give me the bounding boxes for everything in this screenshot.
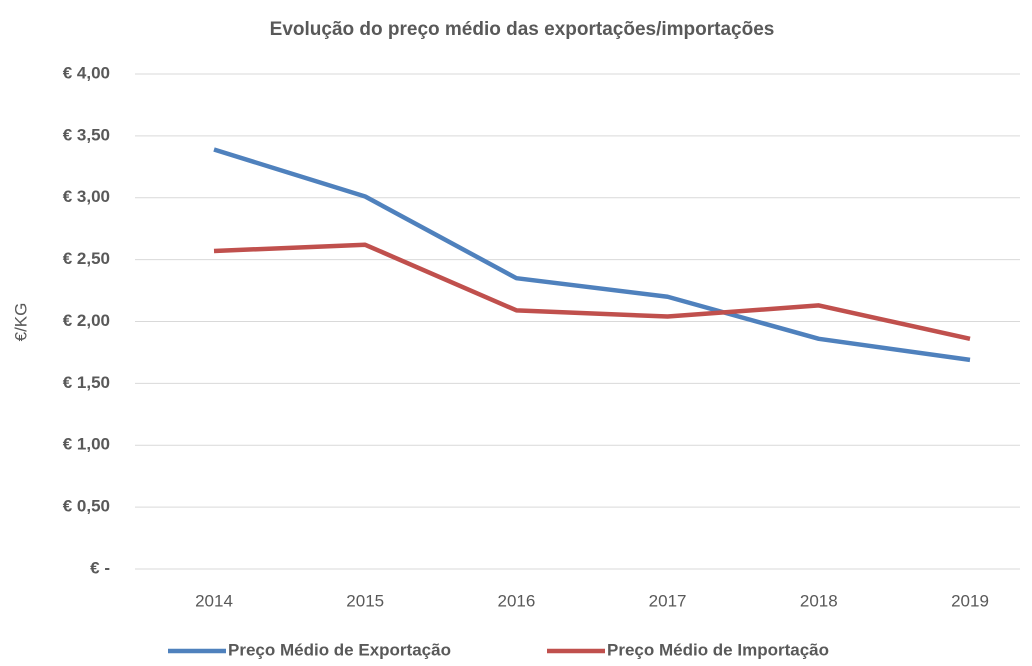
x-tick-label: 2018 (800, 591, 838, 610)
legend-label: Preço Médio de Importação (607, 640, 829, 659)
x-tick-label: 2016 (497, 591, 535, 610)
x-tick-label: 2015 (346, 591, 384, 610)
line-series (213, 242, 971, 342)
y-tick-label: € 2,50 (63, 249, 110, 268)
y-tick-label: € 2,00 (63, 311, 110, 330)
line-series (213, 147, 971, 363)
y-tick-label: € 4,00 (63, 63, 110, 82)
y-tick-label: € 0,50 (63, 497, 110, 516)
x-tick-label: 2019 (951, 591, 989, 610)
y-tick-label: € 3,50 (63, 125, 110, 144)
y-tick-label: € 1,50 (63, 373, 110, 392)
y-tick-label: € - (90, 558, 110, 577)
y-tick-label: € 3,00 (63, 187, 110, 206)
y-axis-label: €/KG (11, 303, 30, 342)
legend-label: Preço Médio de Exportação (228, 640, 451, 659)
y-tick-label: € 1,00 (63, 435, 110, 454)
x-tick-label: 2017 (649, 591, 687, 610)
chart-title: Evolução do preço médio das exportações/… (270, 19, 775, 40)
x-tick-label: 2014 (195, 591, 233, 610)
